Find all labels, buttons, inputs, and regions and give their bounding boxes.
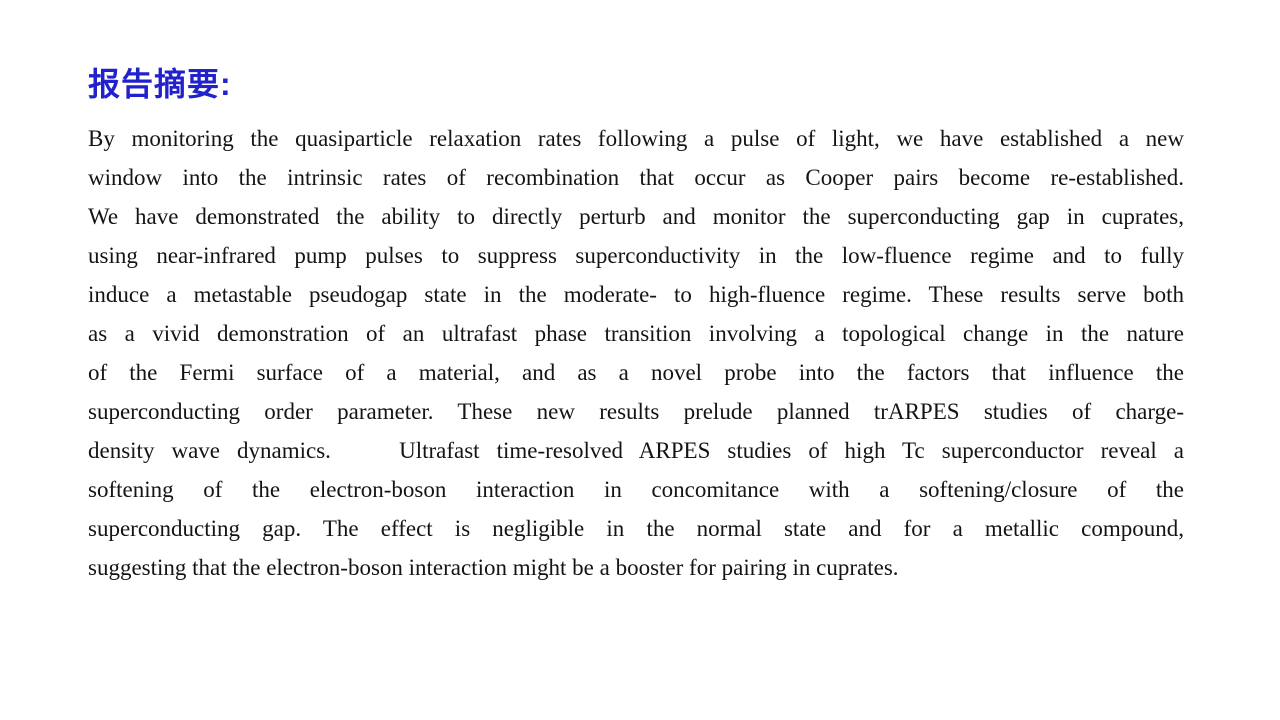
slide-title: 报告摘要: xyxy=(88,66,232,102)
abstract-line: using near-infrared pump pulses to suppr… xyxy=(88,243,1184,268)
abstract-line: By monitoring the quasiparticle relaxati… xyxy=(88,126,1184,151)
abstract-line: of the Fermi surface of a material, and … xyxy=(88,360,1184,385)
abstract-line: induce a metastable pseudogap state in t… xyxy=(88,282,1184,307)
abstract-line: softening of the electron-boson interact… xyxy=(88,477,1184,502)
abstract-line: superconducting gap. The effect is negli… xyxy=(88,516,1184,541)
abstract-line: window into the intrinsic rates of recom… xyxy=(88,165,1184,190)
abstract-paragraph: By monitoring the quasiparticle relaxati… xyxy=(88,119,1184,587)
abstract-line: density wave dynamics. Ultrafast time-re… xyxy=(88,438,1184,463)
abstract-line: We have demonstrated the ability to dire… xyxy=(88,204,1184,229)
abstract-line: as a vivid demonstration of an ultrafast… xyxy=(88,321,1184,346)
abstract-line: suggesting that the electron-boson inter… xyxy=(88,555,899,580)
abstract-line: superconducting order parameter. These n… xyxy=(88,399,1184,424)
